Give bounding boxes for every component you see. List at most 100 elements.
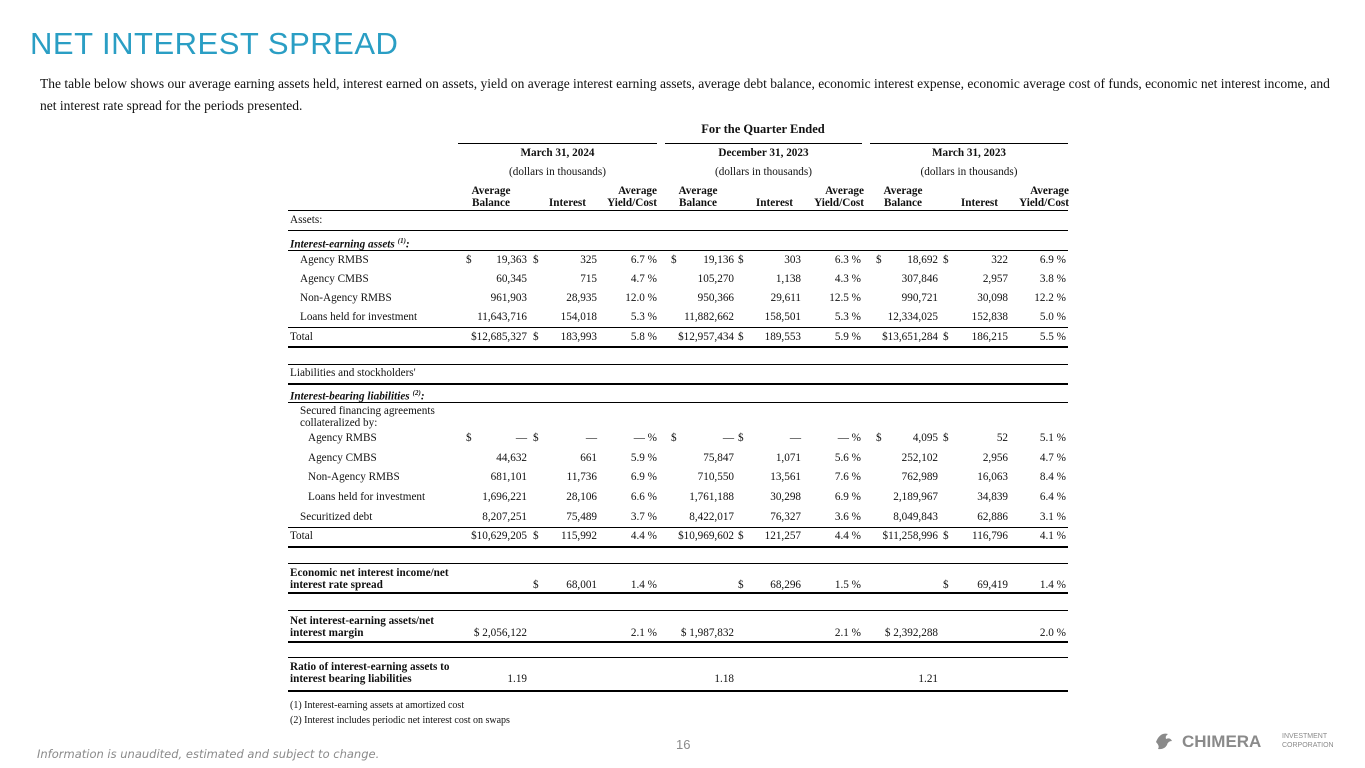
cell-value: 121,257 bbox=[764, 530, 801, 542]
row-label-text: Agency RMBS bbox=[300, 254, 369, 266]
cell-value: — bbox=[722, 432, 734, 444]
cell-value: 105,270 bbox=[697, 273, 734, 285]
cell-value: 3.8 % bbox=[1039, 273, 1066, 285]
rule bbox=[288, 364, 1068, 365]
cell-value: 6.3 % bbox=[834, 254, 861, 266]
cell-value: 152,838 bbox=[971, 311, 1008, 323]
cell-value: 186,215 bbox=[971, 331, 1008, 343]
rule bbox=[288, 690, 1068, 692]
cell-value: 1.4 % bbox=[1039, 579, 1066, 591]
rule bbox=[288, 230, 1068, 231]
cell-value: 2,956 bbox=[982, 452, 1008, 464]
cell-value: 154,018 bbox=[560, 311, 597, 323]
currency-sign: $ bbox=[943, 432, 949, 444]
cell-value: 1.19 bbox=[507, 673, 527, 685]
currency-sign: $ bbox=[876, 254, 882, 266]
row-label: Assets: bbox=[290, 214, 650, 226]
row-label: Secured financing agreements collaterali… bbox=[300, 405, 453, 429]
cell-value: 60,345 bbox=[496, 273, 527, 285]
row-label: Economic net interest income/net interes… bbox=[290, 567, 453, 591]
cell-value: 12.0 % bbox=[625, 292, 657, 304]
currency-sign: $ bbox=[738, 254, 744, 266]
currency-sign: $ bbox=[466, 254, 472, 266]
rule bbox=[288, 527, 1068, 528]
row-label: Agency RMBS bbox=[300, 254, 660, 266]
period-unit: (dollars in thousands) bbox=[920, 166, 1018, 178]
period-unit: (dollars in thousands) bbox=[509, 166, 606, 178]
row-label-text: Net interest-earning assets/net interest… bbox=[290, 615, 434, 639]
currency-sign: $ bbox=[943, 579, 949, 591]
row-label-text: Agency RMBS bbox=[308, 432, 377, 444]
row-label-text: Liabilities and stockholders' bbox=[290, 367, 416, 379]
row-label: Non-Agency RMBS bbox=[300, 292, 660, 304]
cell-value: 44,632 bbox=[496, 452, 527, 464]
cell-value: — bbox=[789, 432, 801, 444]
cell-value: 183,993 bbox=[560, 331, 597, 343]
cell-value: 13,561 bbox=[770, 471, 801, 483]
currency-sign: $ bbox=[533, 254, 539, 266]
cell-value: 11,643,716 bbox=[477, 311, 527, 323]
row-label-text: Non-Agency RMBS bbox=[308, 471, 400, 483]
cell-value: 11,882,662 bbox=[684, 311, 734, 323]
rule bbox=[288, 641, 1068, 643]
cell-value: 2,189,967 bbox=[893, 491, 938, 503]
column-header: Average Yield/Cost bbox=[607, 185, 657, 209]
cell-value: 3.7 % bbox=[630, 511, 657, 523]
column-header: Average Balance bbox=[883, 185, 923, 209]
rule bbox=[288, 610, 1068, 611]
cell-value: 325 bbox=[580, 254, 597, 266]
cell-value: 1.5 % bbox=[834, 579, 861, 591]
cell-value: 6.6 % bbox=[630, 491, 657, 503]
row-label: Interest-earning assets (1): bbox=[290, 235, 650, 251]
cell-value: 3.6 % bbox=[834, 511, 861, 523]
footer-note: Information is unaudited, estimated and … bbox=[37, 747, 380, 761]
slide-title: NET INTEREST SPREAD bbox=[30, 26, 399, 61]
row-label-text: Agency CMBS bbox=[300, 273, 369, 285]
cell-value: 5.5 % bbox=[1039, 331, 1066, 343]
currency-sign: $ bbox=[466, 432, 472, 444]
cell-value: 252,102 bbox=[901, 452, 938, 464]
cell-value: 5.3 % bbox=[834, 311, 861, 323]
cell-value: 8.4 % bbox=[1039, 471, 1066, 483]
cell-value: 8,422,017 bbox=[689, 511, 734, 523]
page-number: 16 bbox=[676, 737, 691, 752]
cell-value: 62,886 bbox=[977, 511, 1008, 523]
logo-line: CORPORATION bbox=[1282, 742, 1334, 749]
footnote-ref: (2) bbox=[412, 389, 421, 397]
rule bbox=[288, 592, 1068, 594]
row-label: Liabilities and stockholders' bbox=[290, 367, 650, 379]
cell-value: $12,957,434 bbox=[678, 331, 734, 343]
column-header: Interest bbox=[755, 197, 793, 209]
cell-value: — bbox=[515, 432, 527, 444]
currency-sign: $ bbox=[738, 331, 744, 343]
column-header: Interest bbox=[548, 197, 586, 209]
cell-value: 8,049,843 bbox=[893, 511, 938, 523]
cell-value: 30,298 bbox=[770, 491, 801, 503]
cell-value: 18,692 bbox=[907, 254, 938, 266]
rule bbox=[288, 346, 1068, 348]
row-label-text: Economic net interest income/net interes… bbox=[290, 567, 449, 591]
cell-value: 30,098 bbox=[977, 292, 1008, 304]
cell-value: $ 2,392,288 bbox=[884, 627, 938, 639]
cell-value: 4.3 % bbox=[834, 273, 861, 285]
cell-value: 29,611 bbox=[770, 292, 801, 304]
cell-value: 28,935 bbox=[566, 292, 597, 304]
cell-value: $ 1,987,832 bbox=[680, 627, 734, 639]
currency-sign: $ bbox=[533, 432, 539, 444]
cell-value: 1.4 % bbox=[630, 579, 657, 591]
row-label-text: Securitized debt bbox=[300, 511, 373, 523]
column-header: Average Balance bbox=[471, 185, 511, 209]
column-header: Average Yield/Cost bbox=[1019, 185, 1069, 209]
rule bbox=[288, 210, 1068, 211]
logo-icon bbox=[1156, 733, 1172, 750]
cell-value: 115,992 bbox=[561, 530, 597, 542]
cell-value: 2.1 % bbox=[630, 627, 657, 639]
rule bbox=[458, 143, 657, 144]
currency-sign: $ bbox=[876, 432, 882, 444]
cell-value: 7.6 % bbox=[834, 471, 861, 483]
cell-value: 34,839 bbox=[977, 491, 1008, 503]
row-label: Ratio of interest-earning assets to inte… bbox=[290, 661, 453, 685]
cell-value: 661 bbox=[580, 452, 597, 464]
rule bbox=[665, 143, 862, 144]
cell-value: 950,366 bbox=[697, 292, 734, 304]
